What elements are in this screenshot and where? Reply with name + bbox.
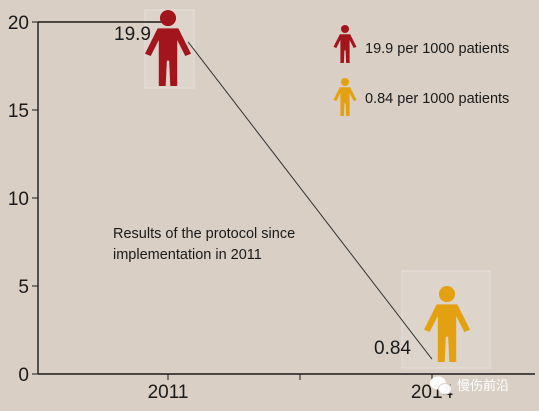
legend-item: 19.9 per 1000 patients	[333, 25, 509, 63]
y-tick-label: 0	[18, 365, 29, 386]
person-icon	[423, 286, 471, 362]
watermark: 慢伤前沿	[430, 376, 509, 395]
y-tick-label: 15	[8, 101, 29, 122]
data-label: 0.84	[374, 338, 411, 359]
watermark-text: 慢伤前沿	[457, 378, 509, 394]
legend-label: 19.9 per 1000 patients	[365, 41, 509, 57]
series-line	[187, 41, 433, 360]
annotation-line: Results of the protocol since	[113, 226, 295, 242]
y-tick-label: 5	[18, 277, 29, 298]
wechat-icon	[430, 376, 452, 395]
y-tick-label: 10	[8, 189, 29, 210]
legend-label: 0.84 per 1000 patients	[365, 91, 509, 107]
legend-item: 0.84 per 1000 patients	[333, 78, 509, 116]
person-icon	[333, 78, 357, 116]
data-label: 19.9	[114, 24, 151, 45]
person-icon	[144, 10, 192, 87]
y-tick-label: 20	[8, 13, 29, 34]
x-tick-label: 2011	[148, 382, 189, 403]
annotation-line: implementation in 2011	[113, 247, 262, 263]
person-icon	[333, 25, 357, 63]
